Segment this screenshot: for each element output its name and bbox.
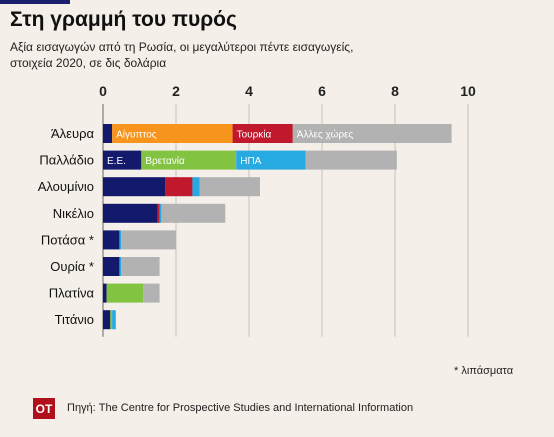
bar-segment [305,150,397,170]
bar-segment [192,177,200,197]
segment-label: Τουρκία [237,129,272,141]
bar-segment [236,150,306,170]
bar-segment [112,310,116,330]
segment-label: Άλλες χώρες [297,129,354,141]
x-tick-label: 8 [391,83,399,99]
bar-segment [232,124,293,143]
bar-segment [165,177,193,197]
bar-segment [112,124,233,143]
bar-segment [103,257,120,276]
bar-segment [141,150,237,170]
bar-segment [103,310,111,330]
bar-segment [103,283,107,303]
top-accent-line [0,0,70,4]
bar-segment [119,257,122,276]
x-tick-label: 4 [245,83,253,99]
chart-subtitle: Αξία εισαγωγών από τη Ρωσία, οι μεγαλύτε… [10,40,354,70]
bar-segment [119,230,122,250]
bar-segment [157,203,160,223]
bar-segment [110,310,113,330]
bar-segment [103,150,142,170]
footnote-fertilizers: * λιπάσματα [454,365,514,377]
segment-label: ΗΠΑ [240,156,261,167]
segment-label: Αίγυπτος [116,129,157,141]
bar-segment [292,124,452,143]
ot-logo: OT [33,398,55,419]
bar-segment [103,124,113,143]
bar-segment [121,257,160,276]
bar-segment [159,203,162,223]
bar-segment [103,177,166,197]
bar-segment [121,230,176,250]
bar-segment [103,203,158,223]
category-label: Νικέλιο [53,206,94,221]
segment-label: Βρετανία [145,155,185,167]
bar-segment [161,203,226,223]
x-tick-label: 10 [460,83,476,99]
chart-title: Στη γραμμή του πυρός [10,8,237,31]
x-tick-label: 2 [172,83,180,99]
category-label: Άλευρα [51,126,94,141]
category-label: Ποτάσα * [41,232,94,247]
category-label: Πλατίνα [49,286,95,301]
category-label: Αλουμίνιο [38,179,94,194]
source-credit: Πηγή: The Centre for Prospective Studies… [67,402,414,414]
bar-segment [103,230,120,250]
bar-segment [106,283,144,303]
category-label: Ουρία * [50,259,94,274]
category-label: Τιτάνιο [55,312,94,327]
x-tick-label: 6 [318,83,326,99]
bar-segment [199,177,260,197]
x-tick-label: 0 [99,83,107,99]
bar-segment [143,283,160,303]
category-label: Παλλάδιο [39,153,94,168]
segment-label: Ε.Ε. [107,156,126,167]
